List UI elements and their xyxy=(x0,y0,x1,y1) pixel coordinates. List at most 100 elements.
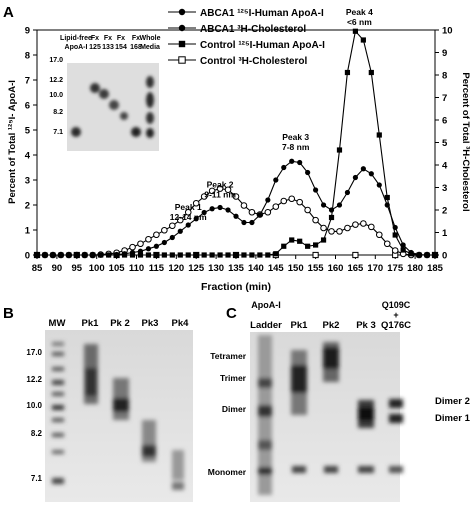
data-point-filled-circle xyxy=(241,219,247,226)
gel-b-lane-label: Pk 2 xyxy=(110,318,130,329)
gel-b-marker-label: 17.0 xyxy=(26,348,42,357)
gel-b-marker-label: 12.2 xyxy=(26,375,42,384)
inset-lane-label-top: Fx xyxy=(91,35,99,42)
inset-lane-label-top: Whole xyxy=(140,35,161,42)
gel-c-band-label: Dimer xyxy=(222,404,247,414)
data-point-open-circle xyxy=(344,224,351,232)
data-point-open-circle xyxy=(137,240,144,248)
gel-c-lane-label: Pk 3 xyxy=(356,320,376,331)
y-axis-right-ticks: 0 1 2 3 4 5 6 7 8 9 10 xyxy=(435,26,453,262)
gel-c: ApoA-I Q109C+ Ladder Pk1 Pk2 Pk 3 Q176C Tetram… xyxy=(208,300,471,502)
data-point-filled-circle xyxy=(114,251,120,258)
x-tick-label: 170 xyxy=(367,263,383,274)
gel-b-lane-label: Pk4 xyxy=(172,318,190,329)
gel-b-marker-label: 7.1 xyxy=(31,474,43,483)
data-point-filled-circle xyxy=(432,252,438,258)
data-point-open-circle xyxy=(391,247,399,254)
inset-lane-label-bottom: ApoA-I xyxy=(65,44,88,51)
x-tick-label: 110 xyxy=(129,263,144,274)
data-point-open-square xyxy=(312,251,319,259)
x-tick-label: 105 xyxy=(109,263,126,274)
inset-marker-label: 7.1 xyxy=(53,129,63,136)
y-left-tick-label: 6 xyxy=(25,101,30,112)
gel-b-lane-labels: MW Pk1 Pk 2 Pk3 Pk4 xyxy=(49,318,190,329)
data-point-filled-circle xyxy=(209,206,215,212)
data-point-open-circle xyxy=(224,186,232,194)
y-right-tick-label: 6 xyxy=(442,116,447,127)
peak-annotation-text: <6 nm xyxy=(347,17,372,27)
data-point-open-circle xyxy=(320,224,327,232)
data-point-filled-circle xyxy=(145,246,152,252)
gel-c-band-label: Trimer xyxy=(220,373,247,383)
peak-annotation-text: Peak 1 xyxy=(175,202,202,212)
data-point-filled-square xyxy=(265,252,271,258)
y-right-tick-label: 4 xyxy=(442,161,448,172)
data-point-filled-circle xyxy=(225,207,231,213)
y-right-tick-label: 0 xyxy=(442,251,447,262)
series-line-filled-circle xyxy=(37,160,435,256)
data-point-filled-circle xyxy=(233,213,239,219)
data-point-filled-circle xyxy=(281,164,287,171)
data-point-filled-circle xyxy=(305,169,311,176)
legend-item-control-cholesterol: Control ³H-Cholesterol xyxy=(168,56,307,67)
data-point-open-square xyxy=(352,251,359,259)
gel-b-marker-label: 10.0 xyxy=(26,401,42,410)
data-point-filled-circle xyxy=(368,171,374,177)
data-point-filled-circle xyxy=(344,189,351,196)
data-point-filled-circle xyxy=(82,252,88,258)
x-tick-label: 100 xyxy=(89,263,105,274)
x-tick-label: 145 xyxy=(268,263,285,274)
data-point-filled-square xyxy=(344,69,351,76)
data-point-filled-square xyxy=(201,252,207,258)
legend-label: Control ¹²⁵I-Human ApoA-I xyxy=(200,40,325,51)
x-tick-label: 90 xyxy=(52,263,63,274)
data-point-open-circle xyxy=(328,228,335,235)
inset-marker-labels: 17.0 12.2 10.0 8.2 7.1 xyxy=(49,57,63,136)
y-axis-right-label: Percent of Total ³H-Cholesterol xyxy=(460,72,471,211)
data-point-filled-square xyxy=(352,28,358,34)
peak-annotation-text: Peak 2 xyxy=(207,180,234,190)
gel-c-left-labels: Tetramer Trimer Dimer Monomer xyxy=(208,351,247,477)
y-left-tick-label: 2 xyxy=(25,201,30,212)
peak-annotations: Peak 112-14 nm Peak 29-11 nm Peak 37-8 nm P… xyxy=(170,7,373,222)
inset-marker-label: 17.0 xyxy=(49,57,63,64)
y-right-tick-label: 1 xyxy=(442,228,448,239)
data-point-filled-circle xyxy=(169,234,175,241)
gel-c-lane-labels: ApoA-I Q109C+ Ladder Pk1 Pk2 Pk 3 Q176C xyxy=(250,300,411,331)
gel-c-dimer-label: Dimer 1 xyxy=(435,413,471,424)
data-point-filled-circle xyxy=(352,174,358,181)
data-point-open-circle xyxy=(304,206,311,214)
gel-c-lane-label: Pk1 xyxy=(291,320,309,331)
legend-label: ABCA1 ³H-Cholesterol xyxy=(200,24,306,35)
x-tick-label: 125 xyxy=(188,263,205,274)
data-point-filled-square xyxy=(273,251,279,257)
data-point-open-circle xyxy=(176,216,184,224)
data-point-filled-square xyxy=(376,132,382,138)
gel-c-lane-label-mid: + xyxy=(393,310,398,320)
data-point-open-circle xyxy=(368,223,375,231)
data-point-filled-circle xyxy=(297,159,303,166)
data-point-filled-circle xyxy=(121,251,128,257)
gel-c-band-label: Monomer xyxy=(208,467,247,477)
data-point-open-circle xyxy=(153,231,160,239)
data-point-filled-square xyxy=(360,37,366,43)
data-point-filled-circle xyxy=(392,224,398,231)
gel-c-dimer-label: Dimer 2 xyxy=(435,396,470,407)
inset-marker-label: 10.0 xyxy=(49,92,63,99)
inset-lane-label-top: Fx xyxy=(132,35,140,42)
data-point-filled-circle xyxy=(416,251,422,258)
gel-b: MW Pk1 Pk 2 Pk3 Pk4 17.0 12.2 10.0 8.2 7.1 xyxy=(26,318,193,502)
data-point-filled-circle xyxy=(98,252,104,258)
legend-label: Control ³H-Cholesterol xyxy=(200,56,307,67)
inset-lane-label-bottom: Media xyxy=(140,44,160,51)
inset-lane-label-top: Lipid-free xyxy=(60,35,92,42)
legend-label: ABCA1 ¹²⁵I-Human ApoA-I xyxy=(200,8,324,19)
data-point-filled-circle xyxy=(249,219,255,226)
data-point-filled-circle xyxy=(273,177,279,183)
data-point-filled-circle xyxy=(384,202,390,208)
data-point-filled-circle xyxy=(400,242,406,248)
y-right-tick-label: 5 xyxy=(442,138,448,149)
data-point-open-circle xyxy=(169,222,176,230)
data-point-filled-circle xyxy=(74,252,80,258)
